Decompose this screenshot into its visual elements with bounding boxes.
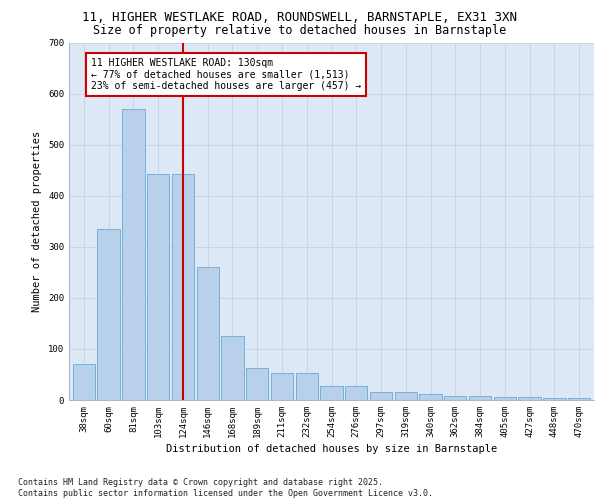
Bar bbox=[419, 394, 442, 400]
Bar bbox=[271, 374, 293, 400]
Bar bbox=[395, 392, 417, 400]
Bar bbox=[320, 386, 343, 400]
X-axis label: Distribution of detached houses by size in Barnstaple: Distribution of detached houses by size … bbox=[166, 444, 497, 454]
Bar bbox=[345, 386, 367, 400]
Bar bbox=[444, 396, 466, 400]
Bar bbox=[97, 229, 120, 400]
Text: Size of property relative to detached houses in Barnstaple: Size of property relative to detached ho… bbox=[94, 24, 506, 37]
Bar bbox=[246, 368, 268, 400]
Bar bbox=[543, 398, 566, 400]
Bar bbox=[172, 174, 194, 400]
Bar bbox=[197, 267, 219, 400]
Bar bbox=[122, 109, 145, 400]
Bar bbox=[147, 174, 169, 400]
Bar bbox=[518, 398, 541, 400]
Bar bbox=[221, 336, 244, 400]
Bar bbox=[469, 396, 491, 400]
Text: 11, HIGHER WESTLAKE ROAD, ROUNDSWELL, BARNSTAPLE, EX31 3XN: 11, HIGHER WESTLAKE ROAD, ROUNDSWELL, BA… bbox=[83, 11, 517, 24]
Bar bbox=[568, 398, 590, 400]
Text: 11 HIGHER WESTLAKE ROAD: 130sqm
← 77% of detached houses are smaller (1,513)
23%: 11 HIGHER WESTLAKE ROAD: 130sqm ← 77% of… bbox=[91, 58, 362, 91]
Text: Contains HM Land Registry data © Crown copyright and database right 2025.
Contai: Contains HM Land Registry data © Crown c… bbox=[18, 478, 433, 498]
Bar bbox=[296, 374, 318, 400]
Y-axis label: Number of detached properties: Number of detached properties bbox=[32, 130, 43, 312]
Bar bbox=[494, 398, 516, 400]
Bar bbox=[73, 364, 95, 400]
Bar bbox=[370, 392, 392, 400]
